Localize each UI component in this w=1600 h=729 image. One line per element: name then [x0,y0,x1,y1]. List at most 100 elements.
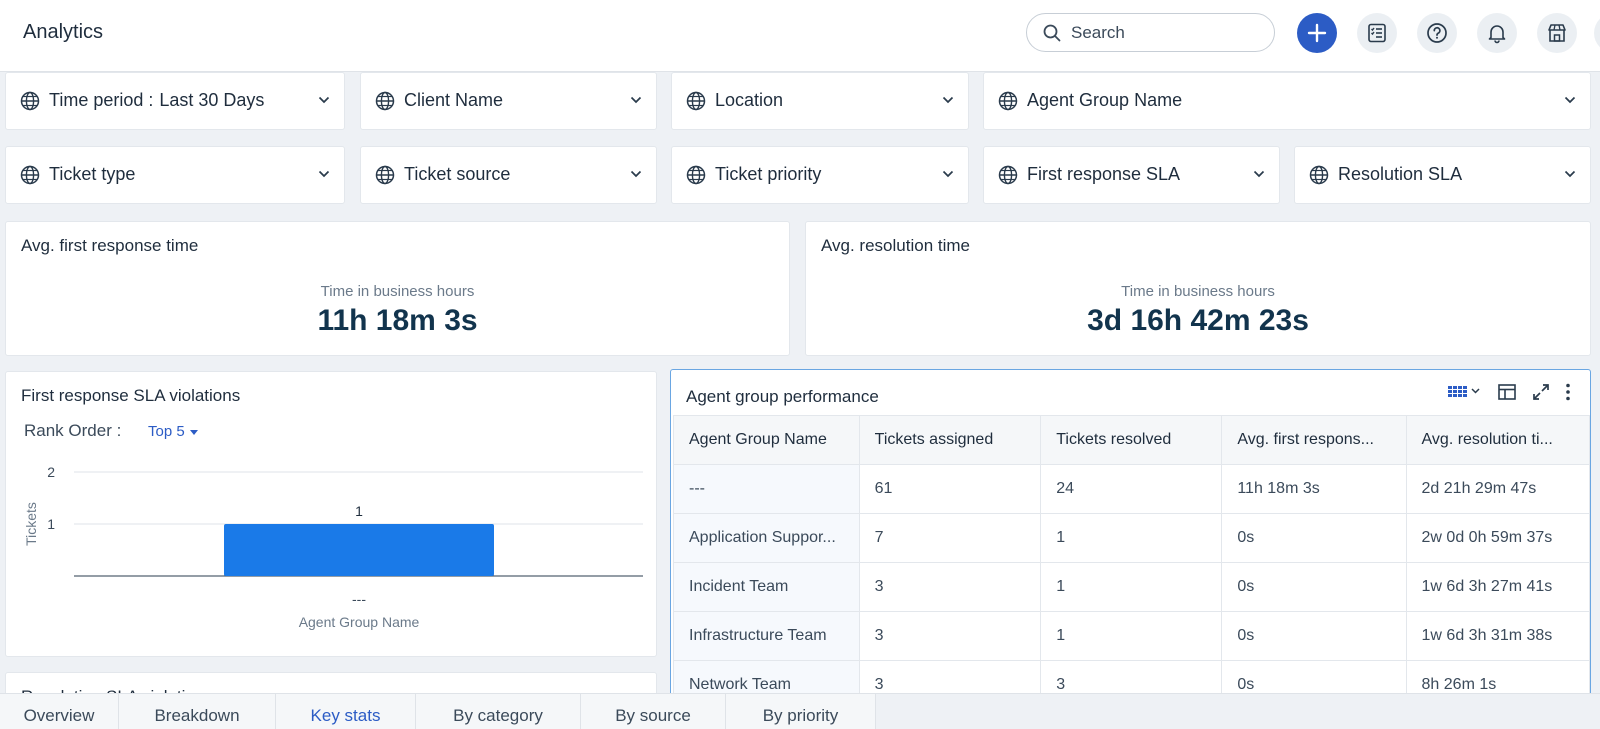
table-cell: 0s [1221,513,1407,563]
sla-violations-card: First response SLA violations Rank Order… [5,371,657,657]
column-header[interactable]: Agent Group Name [673,415,860,465]
chevron-down-icon [1564,170,1576,178]
table-cell: Application Suppor... [673,513,860,563]
grid-view-icon [1448,386,1480,397]
filter-label: Ticket source [404,164,511,184]
tab-key-stats[interactable]: Key stats [276,694,416,729]
filter-location[interactable]: Location [671,72,969,130]
metric-card-resolution: Avg. resolution time Time in business ho… [805,221,1591,356]
store-icon [1548,24,1566,42]
bar-chart: 2 1 Tickets 1 --- Agent Group Name [23,464,643,630]
add-button[interactable] [1297,13,1337,53]
card-title: Avg. first response time [21,236,199,255]
table-cell: 24 [1040,464,1223,514]
chevron-down-icon [1253,170,1265,178]
globe-icon [20,91,40,111]
table-header-row: Agent Group Name Tickets assigned Ticket… [673,415,1590,465]
globe-icon [20,165,40,185]
metric-value: 11h 18m 3s [317,304,478,337]
table-cell: 11h 18m 3s [1221,464,1407,514]
filter-time-period[interactable]: Time period : Last 30 Days [5,72,345,130]
help-button[interactable] [1417,13,1457,53]
account-button[interactable] [1594,13,1600,53]
filter-first-response-sla[interactable]: First response SLA [983,146,1280,204]
filter-label: Location [715,90,784,110]
table-icon [1498,384,1516,400]
more-options-button[interactable] [1563,382,1573,407]
rank-order-value: Top 5 [148,423,185,440]
table-cell: 1w 6d 3h 31m 38s [1405,611,1590,661]
chevron-down-icon [942,96,954,104]
globe-icon [375,165,395,185]
filter-agent-group-name[interactable]: Agent Group Name [983,72,1591,130]
filter-value: Last 30 Days [159,90,265,110]
table-cell: 2w 0d 0h 59m 37s [1405,513,1590,563]
table-cell: 1 [1040,562,1223,612]
column-header[interactable]: Tickets resolved [1040,415,1223,465]
bar[interactable] [224,524,494,576]
table-cell: --- [673,464,860,514]
globe-icon [1309,165,1329,185]
table-cell: 1 [1040,513,1223,563]
x-tick-label: --- [352,591,366,607]
globe-icon [375,91,395,111]
table-cell: 1 [1040,611,1223,661]
x-axis-label: Agent Group Name [299,614,420,630]
tab-by-source[interactable]: By source [581,694,726,729]
globe-icon [686,165,706,185]
filter-ticket-source[interactable]: Ticket source [360,146,657,204]
filter-resolution-sla[interactable]: Resolution SLA [1294,146,1591,204]
tab-by-category[interactable]: By category [416,694,581,729]
expand-button[interactable] [1531,382,1551,407]
rank-order-dropdown[interactable]: Top 5 [148,423,198,440]
report-tabs: Overview Breakdown Key stats By category… [0,693,1600,729]
agent-group-performance-card: Agent group performance Agent Group Name… [670,369,1591,709]
plus-icon [1307,23,1327,43]
filter-ticket-type[interactable]: Ticket type [5,146,345,204]
bell-icon [1488,25,1506,44]
table-cell: 0s [1221,562,1407,612]
table-cell: Incident Team [673,562,860,612]
filter-label: First response SLA [1027,164,1181,184]
caret-down-icon [189,429,198,435]
metric-card-first-response: Avg. first response time Time in busines… [5,221,790,356]
visualization-picker[interactable] [1447,383,1481,406]
y-tick-2: 2 [47,464,55,480]
page-title: Analytics [23,21,104,43]
metric-subtitle: Time in business hours [1121,283,1275,300]
table-row: Infrastructure Team 3 1 0s 1w 6d 3h 31m … [673,611,1590,661]
notes-button[interactable] [1357,13,1397,53]
globe-icon [998,91,1018,111]
filter-label: Ticket priority [715,164,822,184]
card-title: Agent group performance [686,387,879,406]
chevron-down-icon [630,96,642,104]
filter-ticket-priority[interactable]: Ticket priority [671,146,969,204]
bar-data-label: 1 [355,503,363,519]
column-header[interactable]: Avg. resolution ti... [1405,415,1590,465]
tab-breakdown[interactable]: Breakdown [119,694,276,729]
column-header[interactable]: Avg. first respons... [1221,415,1407,465]
column-header[interactable]: Tickets assigned [858,415,1042,465]
table-layout-button[interactable] [1497,382,1517,407]
agent-group-table: Agent Group Name Tickets assigned Ticket… [673,415,1590,708]
y-tick-1: 1 [47,516,55,532]
tab-overview[interactable]: Overview [0,694,119,729]
store-button[interactable] [1537,13,1577,53]
filter-client-name[interactable]: Client Name [360,72,657,130]
metric-value: 3d 16h 42m 23s [1087,304,1309,337]
table-cell: 7 [858,513,1042,563]
tab-by-priority[interactable]: By priority [726,694,876,729]
globe-icon [686,91,706,111]
search-input[interactable] [1071,22,1261,44]
table-cell: 1w 6d 3h 27m 41s [1405,562,1590,612]
filter-label: Agent Group Name [1027,90,1183,110]
notifications-button[interactable] [1477,13,1517,53]
filter-label: Client Name [404,90,504,110]
expand-icon [1533,384,1549,400]
chevron-down-icon [1564,96,1576,104]
rank-order-label: Rank Order : [24,421,122,440]
search-box[interactable] [1026,13,1275,52]
table-cell: 3 [858,611,1042,661]
filter-label: Ticket type [49,164,136,184]
y-axis-label: Tickets [23,502,39,546]
